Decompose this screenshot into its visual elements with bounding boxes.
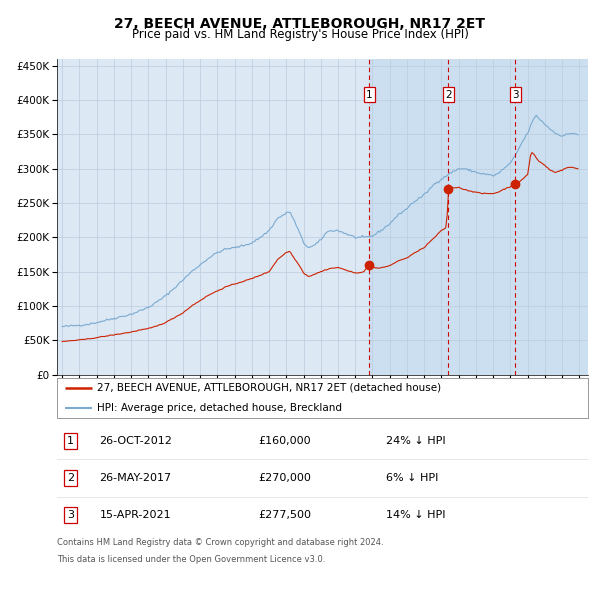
Text: £270,000: £270,000: [259, 473, 311, 483]
Text: 3: 3: [67, 510, 74, 520]
Text: 2: 2: [67, 473, 74, 483]
Text: 1: 1: [67, 436, 74, 446]
Text: Price paid vs. HM Land Registry's House Price Index (HPI): Price paid vs. HM Land Registry's House …: [131, 28, 469, 41]
Text: 1: 1: [366, 90, 373, 100]
Text: 27, BEECH AVENUE, ATTLEBOROUGH, NR17 2ET: 27, BEECH AVENUE, ATTLEBOROUGH, NR17 2ET: [115, 17, 485, 31]
Text: HPI: Average price, detached house, Breckland: HPI: Average price, detached house, Brec…: [97, 403, 342, 412]
Bar: [370, 59, 588, 375]
Text: 15-APR-2021: 15-APR-2021: [100, 510, 171, 520]
Text: 26-OCT-2012: 26-OCT-2012: [100, 436, 172, 446]
Text: £277,500: £277,500: [259, 510, 312, 520]
Text: 14% ↓ HPI: 14% ↓ HPI: [386, 510, 446, 520]
Text: 3: 3: [512, 90, 519, 100]
Text: 27, BEECH AVENUE, ATTLEBOROUGH, NR17 2ET (detached house): 27, BEECH AVENUE, ATTLEBOROUGH, NR17 2ET…: [97, 383, 441, 392]
Text: Contains HM Land Registry data © Crown copyright and database right 2024.: Contains HM Land Registry data © Crown c…: [57, 538, 383, 547]
Text: £160,000: £160,000: [259, 436, 311, 446]
Text: 6% ↓ HPI: 6% ↓ HPI: [386, 473, 439, 483]
Text: 24% ↓ HPI: 24% ↓ HPI: [386, 436, 446, 446]
Text: 26-MAY-2017: 26-MAY-2017: [100, 473, 172, 483]
Text: This data is licensed under the Open Government Licence v3.0.: This data is licensed under the Open Gov…: [57, 555, 325, 563]
Text: 2: 2: [445, 90, 452, 100]
